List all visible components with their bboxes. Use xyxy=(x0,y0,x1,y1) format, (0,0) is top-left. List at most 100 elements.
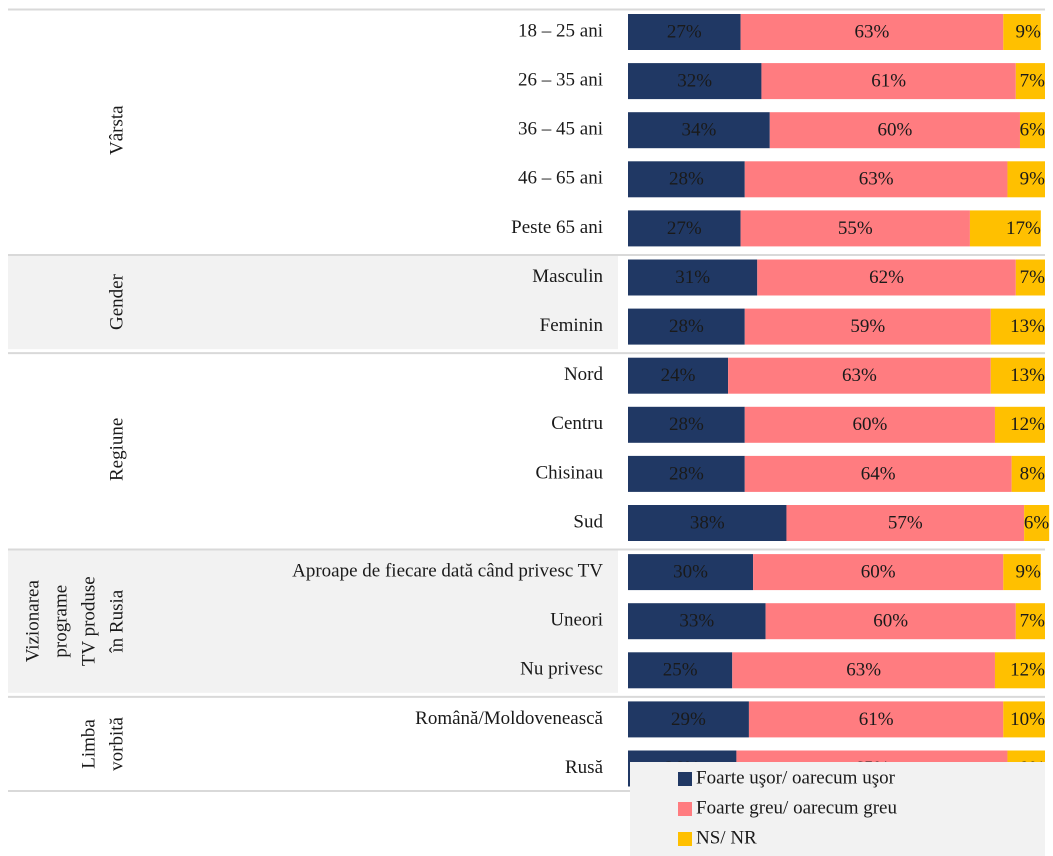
bar-segment xyxy=(628,308,745,345)
y-tick-label: Uneori xyxy=(550,610,603,631)
bar-segment xyxy=(748,701,1004,738)
legend-swatch xyxy=(678,832,692,846)
group-label: TV produse xyxy=(78,576,99,666)
bar-segment xyxy=(744,455,1012,492)
data-label: 28% xyxy=(669,316,704,337)
y-tick-label: Română/Moldovenească xyxy=(415,708,603,729)
data-label: 60% xyxy=(852,414,887,435)
data-label: 29% xyxy=(671,709,706,730)
bar-segment xyxy=(1003,14,1041,50)
bar-segment xyxy=(628,357,729,394)
bar-segment xyxy=(628,455,745,492)
data-label: 27% xyxy=(667,21,702,42)
data-label: 60% xyxy=(861,561,896,582)
data-label: 61% xyxy=(859,709,894,730)
data-label: 59% xyxy=(850,316,885,337)
bar-segment xyxy=(628,406,745,443)
bar-segment xyxy=(753,554,1004,591)
bar-segment xyxy=(628,554,754,591)
group-band xyxy=(8,254,618,350)
bar-segment xyxy=(1015,63,1045,100)
legend-swatch xyxy=(678,772,692,786)
y-tick-label: Nord xyxy=(564,364,604,385)
bar-segment xyxy=(1024,505,1050,541)
y-tick-label: 46 – 65 ani xyxy=(518,168,603,189)
y-tick-label: Centru xyxy=(551,413,603,434)
y-tick-label: Nu privesc xyxy=(520,659,603,680)
group-label: Limba xyxy=(78,719,99,769)
bar-segment xyxy=(1019,112,1045,149)
bar-segment xyxy=(628,112,770,149)
data-label: 9% xyxy=(1016,21,1042,42)
data-label: 28% xyxy=(669,463,704,484)
bar-segment xyxy=(628,259,758,296)
bar-segment xyxy=(969,210,1041,247)
bar-segment xyxy=(1003,701,1045,738)
data-label: 6% xyxy=(1024,512,1050,533)
data-label: 27% xyxy=(667,218,702,239)
data-label: 28% xyxy=(669,414,704,435)
data-label: 38% xyxy=(690,512,725,533)
data-label: 64% xyxy=(861,463,896,484)
data-label: 34% xyxy=(681,120,716,141)
legend-label: Foarte greu/ oarecum greu xyxy=(696,797,897,818)
data-label: 13% xyxy=(1010,365,1045,386)
bar-segment xyxy=(628,701,749,738)
data-label: 63% xyxy=(846,660,881,681)
legend-swatch xyxy=(678,802,692,816)
data-label: 30% xyxy=(673,561,708,582)
bar-segment xyxy=(628,14,741,50)
bar-segment xyxy=(740,14,1004,50)
bar-segment xyxy=(744,161,1008,198)
bar-segment xyxy=(1011,455,1045,492)
bar-segment xyxy=(628,161,745,198)
data-label: 32% xyxy=(677,70,712,91)
bar-segment xyxy=(1003,554,1041,591)
bar-segment xyxy=(786,505,1025,541)
bar-segment xyxy=(728,357,991,394)
bar-segment xyxy=(628,603,766,640)
data-label: 10% xyxy=(1010,709,1045,730)
y-tick-label: Sud xyxy=(573,511,603,532)
bar-segment xyxy=(744,308,991,345)
bar-segment xyxy=(732,652,995,689)
bar-segment xyxy=(761,63,1016,100)
data-label: 24% xyxy=(661,365,696,386)
bar-segment xyxy=(769,112,1020,149)
group-label: vorbită xyxy=(106,716,127,770)
bar-segment xyxy=(757,259,1016,296)
y-tick-label: Aproape de fiecare dată când privesc TV xyxy=(292,560,603,581)
group-label: programe xyxy=(50,585,71,658)
y-tick-label: 26 – 35 ani xyxy=(518,69,603,90)
bar-segment xyxy=(994,652,1045,689)
y-tick-label: Rusă xyxy=(565,757,604,778)
y-tick-label: Feminin xyxy=(540,315,604,336)
data-label: 9% xyxy=(1020,169,1046,190)
data-label: 57% xyxy=(888,512,923,533)
data-label: 12% xyxy=(1010,660,1045,681)
data-label: 28% xyxy=(669,169,704,190)
y-tick-label: Chisinau xyxy=(535,462,603,483)
data-label: 63% xyxy=(855,21,890,42)
data-label: 13% xyxy=(1010,316,1045,337)
bar-segment xyxy=(1015,259,1045,296)
bar-segment xyxy=(628,210,741,247)
bar-segment xyxy=(990,357,1045,394)
data-label: 60% xyxy=(873,611,908,632)
bar-segment xyxy=(740,210,970,247)
data-label: 60% xyxy=(877,120,912,141)
bar-segment xyxy=(628,505,787,541)
y-tick-label: 36 – 45 ani xyxy=(518,119,603,140)
group-label: în Rusia xyxy=(106,589,127,653)
data-label: 55% xyxy=(838,218,873,239)
data-label: 17% xyxy=(1006,218,1041,239)
y-tick-label: Masculin xyxy=(532,266,603,287)
data-label: 6% xyxy=(1020,120,1046,141)
bar-segment xyxy=(628,652,733,689)
group-label: Vizionarea xyxy=(22,580,43,663)
group-label: Gender xyxy=(106,273,127,330)
bar-segment xyxy=(994,406,1045,443)
legend-label: NS/ NR xyxy=(696,827,757,848)
data-label: 63% xyxy=(859,169,894,190)
data-label: 7% xyxy=(1020,611,1046,632)
